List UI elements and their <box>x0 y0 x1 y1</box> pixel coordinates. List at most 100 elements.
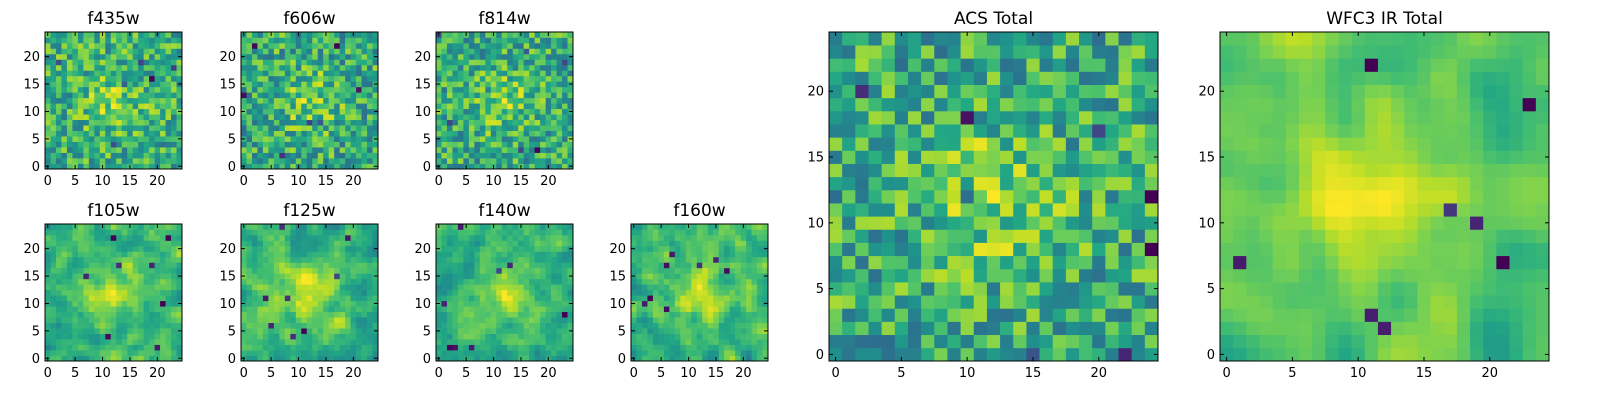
heatmap-cell <box>149 251 155 258</box>
heatmap-cell <box>312 311 319 318</box>
heatmap-cell <box>921 321 935 336</box>
heatmap-cell <box>312 333 319 340</box>
heatmap-cell <box>474 267 481 274</box>
heatmap-cell <box>268 37 275 44</box>
heatmap-cell <box>50 224 57 230</box>
heatmap-cell <box>540 229 546 236</box>
heatmap-cell <box>72 229 79 236</box>
heatmap-cell <box>83 344 90 351</box>
heatmap-cell <box>257 114 264 121</box>
heatmap-cell <box>301 37 308 44</box>
heatmap-cell <box>540 114 546 121</box>
heatmap-cell <box>77 92 84 99</box>
heatmap-cell <box>740 256 747 263</box>
heatmap-cell <box>658 245 665 252</box>
heatmap-cell <box>457 355 464 362</box>
heatmap-cell <box>507 322 514 329</box>
heatmap-cell <box>290 70 297 77</box>
heatmap-cell <box>61 339 68 345</box>
heatmap-cell <box>66 48 73 55</box>
heatmap-cell <box>685 273 692 280</box>
heatmap-cell <box>61 97 68 104</box>
heatmap-cell <box>273 251 280 258</box>
heatmap-cell <box>312 147 319 153</box>
heatmap-cell <box>149 53 155 60</box>
heatmap-cell <box>66 32 73 38</box>
heatmap-cell <box>273 234 280 241</box>
heatmap-cell <box>556 278 563 285</box>
heatmap-cell <box>507 344 514 351</box>
heatmap-cell <box>724 229 730 236</box>
heatmap-cell <box>1131 163 1146 178</box>
heatmap-cell <box>452 234 459 241</box>
heatmap-cell <box>105 317 112 323</box>
heatmap-cell <box>757 229 763 236</box>
heatmap-cell <box>641 333 648 340</box>
heatmap-cell <box>290 81 297 88</box>
x-tick-label: 10 <box>290 174 307 189</box>
heatmap-cell <box>55 92 62 99</box>
heatmap-cell <box>257 81 264 88</box>
heatmap-cell <box>436 251 442 258</box>
heatmap-cell <box>241 317 247 323</box>
heatmap-cell <box>301 306 308 313</box>
heatmap-cell <box>674 322 681 329</box>
heatmap-cell <box>171 322 177 329</box>
heatmap-cell <box>485 355 492 362</box>
heatmap-cell <box>468 339 475 345</box>
heatmap-cell <box>116 229 123 236</box>
heatmap-cell <box>1065 216 1080 230</box>
heatmap-cell <box>83 322 90 329</box>
heatmap-cell <box>501 311 508 318</box>
heatmap-cell <box>973 176 988 191</box>
heatmap-cell <box>339 300 346 307</box>
heatmap-cell <box>323 108 330 115</box>
heatmap-cell <box>94 53 101 60</box>
heatmap-cell <box>556 42 563 49</box>
heatmap-cell <box>301 125 308 131</box>
heatmap-cell <box>518 37 525 44</box>
heatmap-cell <box>345 108 351 115</box>
heatmap-cell <box>490 295 497 302</box>
heatmap-cell <box>241 114 247 121</box>
heatmap-cell <box>295 114 302 121</box>
heatmap-cell <box>149 32 155 38</box>
heatmap-cell <box>631 234 637 241</box>
heatmap-cell <box>512 240 519 247</box>
heatmap-cell <box>556 48 563 55</box>
heatmap-cell <box>567 289 574 296</box>
heatmap-cell <box>295 240 302 247</box>
heatmap-cell <box>66 273 73 280</box>
heatmap-cell <box>452 119 459 126</box>
heatmap-cell <box>518 147 525 153</box>
heatmap-cell <box>372 48 379 55</box>
x-tick-label: 10 <box>94 174 111 189</box>
heatmap-cell <box>1131 334 1146 349</box>
heatmap-cell <box>66 240 73 247</box>
heatmap-cell <box>328 97 335 104</box>
heatmap-cell <box>273 273 280 280</box>
heatmap-cell <box>345 53 351 60</box>
heatmap-cell <box>345 147 351 153</box>
heatmap-cell <box>740 306 747 313</box>
heatmap-cell <box>518 81 525 88</box>
heatmap-cell <box>176 86 183 93</box>
heatmap-cell <box>507 355 514 362</box>
heatmap-cell <box>735 339 741 345</box>
heatmap-cell <box>479 97 486 104</box>
heatmap-cell <box>540 295 546 302</box>
heatmap-cell <box>556 289 563 296</box>
heatmap-cell <box>154 273 161 280</box>
heatmap-cell <box>323 81 330 88</box>
heatmap-cell <box>154 114 161 121</box>
heatmap-cell <box>512 70 519 77</box>
x-tick-label: 0 <box>240 366 248 381</box>
heatmap-cell <box>262 311 269 318</box>
heatmap-cell <box>45 240 51 247</box>
heatmap-cell <box>680 317 687 323</box>
heatmap-cell <box>262 42 269 49</box>
y-tick-label: 10 <box>609 297 626 312</box>
heatmap-cell <box>485 114 492 121</box>
heatmap-cell <box>367 256 373 263</box>
heatmap-cell <box>551 152 557 159</box>
